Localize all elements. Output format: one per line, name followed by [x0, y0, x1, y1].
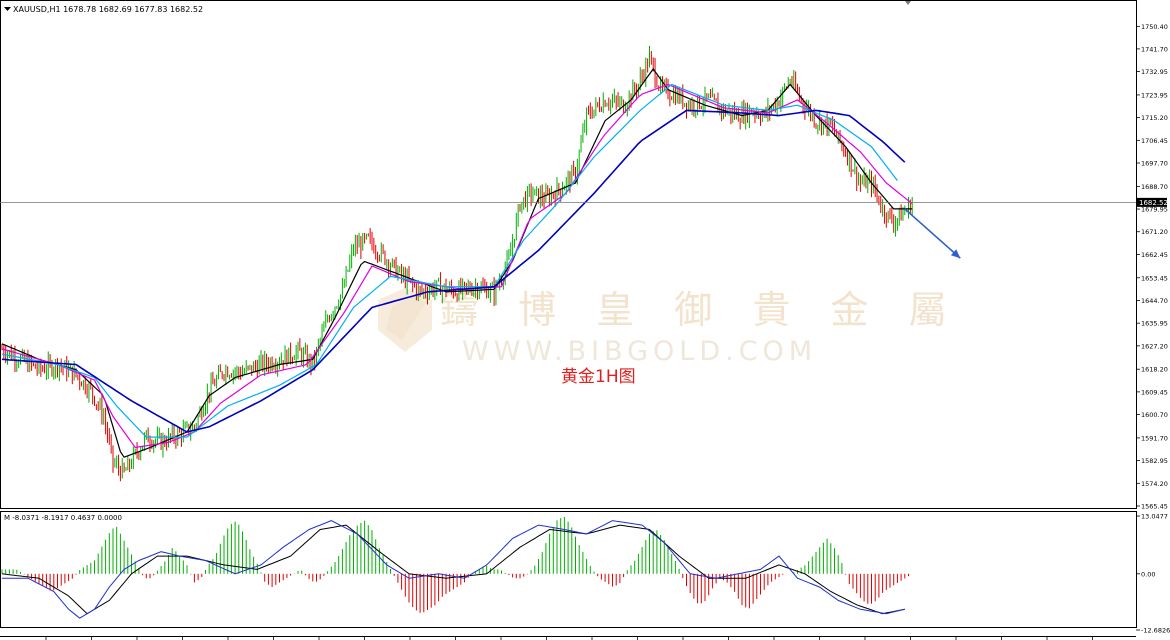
- price-tick-label: 1697.70: [1141, 160, 1168, 168]
- price-tick-label: 1671.20: [1141, 228, 1168, 236]
- price-tick-label: 1618.20: [1141, 366, 1168, 374]
- price-tick-label: 1591.70: [1141, 434, 1168, 442]
- watermark: 鑄 博 皇 御 貴 金 屬 WWW.BIBGOLD.COM: [378, 288, 960, 367]
- price-axis: 1750.40 1741.70 1732.95 1723.95 1715.20 1706.…: [1136, 23, 1168, 511]
- price-tick-label: 1688.70: [1141, 183, 1168, 191]
- price-tick-label: 1653.45: [1141, 274, 1168, 282]
- arrow-head-icon: [950, 249, 961, 259]
- price-tick-label: 1635.95: [1141, 320, 1168, 328]
- macd-indicator: [1, 517, 909, 619]
- price-tick-label: 1706.45: [1141, 137, 1168, 145]
- moving-averages: [1, 67, 913, 458]
- watermark-url-text: WWW.BIBGOLD.COM: [462, 336, 817, 367]
- watermark-cn-text: 鑄 博 皇 御 貴 金 屬: [440, 288, 960, 332]
- price-tick-label: 1565.45: [1141, 503, 1168, 511]
- price-tick-label: 1732.95: [1141, 68, 1168, 76]
- price-tick-label: 1609.45: [1141, 388, 1168, 396]
- chart-annotation: 黄金1H图: [561, 367, 636, 387]
- macd-tick-label: 0.00: [1141, 570, 1155, 578]
- chart-shift-marker-icon[interactable]: [905, 1, 911, 5]
- watermark-logo-icon: [378, 288, 432, 352]
- price-tick-label: 1750.40: [1141, 23, 1168, 31]
- price-tick-label: 1715.20: [1141, 114, 1168, 122]
- macd-header: M -8.0371 -8.1917 0.4637 0.0000: [4, 514, 122, 522]
- ma-line-mid: [1, 83, 913, 449]
- last-price-label: 1682.52: [1139, 199, 1168, 207]
- macd-signal-line: [1, 524, 905, 615]
- macd-tick-label: -12.6826: [1141, 627, 1170, 635]
- macd-main-line: [2, 520, 905, 619]
- ma-line-slow: [1, 83, 898, 438]
- price-tick-label: 1627.20: [1141, 342, 1168, 350]
- candles: [1, 45, 913, 482]
- price-tick-label: 1600.70: [1141, 411, 1168, 419]
- ma-line-long: [1, 109, 906, 433]
- last-price-badge: 1682.52: [1137, 197, 1168, 207]
- price-tick-label: 1644.70: [1141, 297, 1168, 305]
- ma-line-fast: [1, 67, 913, 458]
- symbol-info: XAUUSD,H1 1678.78 1682.69 1677.83 1682.5…: [13, 5, 203, 14]
- chart-dropdown-icon[interactable]: [4, 7, 11, 11]
- price-tick-label: 1662.45: [1141, 251, 1168, 259]
- macd-panel-frame: [0, 511, 1137, 628]
- price-tick-label: 1741.70: [1141, 45, 1168, 53]
- macd-tick-label: 13.0477: [1141, 513, 1168, 521]
- time-axis-ticks: [45, 636, 1093, 640]
- price-tick-label: 1723.95: [1141, 91, 1168, 99]
- price-tick-label: 1582.95: [1141, 457, 1168, 465]
- price-panel-frame: [0, 0, 1137, 509]
- macd-axis: 13.0477 0.00 -12.6826: [1136, 513, 1170, 635]
- forecast-arrow: [904, 208, 961, 259]
- price-tick-label: 1574.20: [1141, 480, 1168, 488]
- price-tick-label: 1679.95: [1141, 206, 1168, 214]
